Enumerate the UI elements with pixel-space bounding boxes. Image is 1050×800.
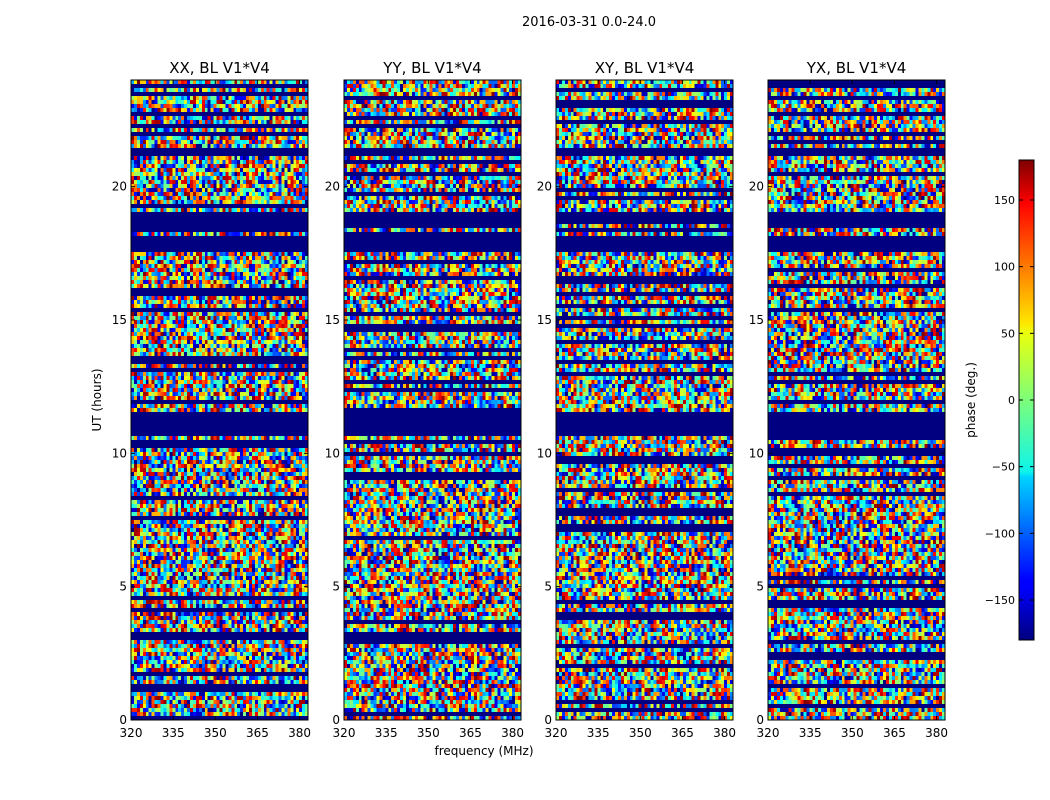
y-tick-label: 20	[749, 180, 764, 194]
panel-title: YY, BL V1*V4	[382, 59, 481, 77]
y-tick-label: 10	[325, 446, 340, 460]
y-tick-label: 15	[112, 313, 127, 327]
y-tick-label: 15	[749, 313, 764, 327]
x-tick-label: 350	[841, 726, 864, 740]
heatmap-image	[344, 80, 521, 720]
y-tick-label: 0	[332, 713, 340, 727]
y-tick-label: 5	[332, 580, 340, 594]
y-tick-label: 5	[544, 580, 552, 594]
y-tick-label: 20	[537, 180, 552, 194]
panel-title: YX, BL V1*V4	[806, 59, 907, 77]
colorbar: −150 −100 −50 0 50 100 150 phase (deg.)	[964, 159, 1035, 641]
heatmap-image	[768, 80, 945, 720]
x-tick-label: 320	[333, 726, 356, 740]
panel-1: XX, BL V1*V4 320 335 350 365 380 0 5 10 15 20	[112, 59, 311, 740]
x-tick-label: 380	[925, 726, 948, 740]
x-tick-label: 335	[587, 726, 610, 740]
x-tick-label: 365	[671, 726, 694, 740]
heatmap-image	[131, 80, 308, 720]
colorbar-tick-label: 150	[994, 194, 1015, 207]
x-tick-label: 365	[883, 726, 906, 740]
panel-title: XY, BL V1*V4	[595, 59, 695, 77]
x-axis-label: frequency (MHz)	[434, 744, 533, 758]
x-tick-label: 380	[501, 726, 524, 740]
colorbar-tick-label: 100	[994, 261, 1015, 274]
y-tick-label: 5	[756, 580, 764, 594]
x-tick-label: 365	[246, 726, 269, 740]
x-tick-label: 335	[799, 726, 822, 740]
y-tick-label: 5	[119, 580, 127, 594]
panel-3: XY, BL V1*V4 320 335 350 365 380 0 5 10 15 20	[537, 59, 736, 740]
heatmap-image	[556, 80, 733, 720]
panel-frame	[767, 79, 946, 721]
panel-title: XX, BL V1*V4	[169, 59, 270, 77]
y-tick-label: 20	[112, 180, 127, 194]
x-tick-label: 380	[288, 726, 311, 740]
panel-4: YX, BL V1*V4 320 335 350 365 380 0 5 10 15 20	[749, 59, 948, 740]
y-tick-label: 0	[544, 713, 552, 727]
x-tick-label: 350	[204, 726, 227, 740]
x-tick-label: 380	[713, 726, 736, 740]
x-tick-label: 320	[545, 726, 568, 740]
colorbar-tick-label: −150	[985, 594, 1015, 607]
x-tick-label: 365	[459, 726, 482, 740]
colorbar-tick-label: 0	[1008, 394, 1015, 407]
x-tick-label: 350	[417, 726, 440, 740]
y-tick-label: 0	[756, 713, 764, 727]
panel-frame	[555, 79, 734, 721]
panel-frame	[343, 79, 522, 721]
y-tick-label: 0	[119, 713, 127, 727]
y-tick-label: 15	[325, 313, 340, 327]
y-tick-label: 10	[749, 446, 764, 460]
x-tick-label: 335	[375, 726, 398, 740]
x-tick-label: 335	[162, 726, 185, 740]
y-tick-label: 20	[325, 180, 340, 194]
y-tick-label: 10	[537, 446, 552, 460]
colorbar-ticks: −150 −100 −50 0 50 100 150	[985, 194, 1034, 607]
x-tick-label: 320	[757, 726, 780, 740]
panel-2: YY, BL V1*V4 320 335 350 365 380 0 5 10 15 20	[325, 59, 524, 740]
y-axis-label: UT (hours)	[90, 368, 104, 431]
panel-frame	[130, 79, 309, 721]
y-tick-label: 10	[112, 446, 127, 460]
x-tick-label: 350	[629, 726, 652, 740]
y-tick-label: 15	[537, 313, 552, 327]
x-tick-label: 320	[120, 726, 143, 740]
colorbar-tick-label: 50	[1001, 327, 1015, 340]
figure-suptitle: 2016-03-31 0.0-24.0	[522, 15, 656, 30]
colorbar-label: phase (deg.)	[964, 362, 978, 438]
colorbar-tick-label: −50	[992, 461, 1015, 474]
colorbar-tick-label: −100	[985, 527, 1015, 540]
